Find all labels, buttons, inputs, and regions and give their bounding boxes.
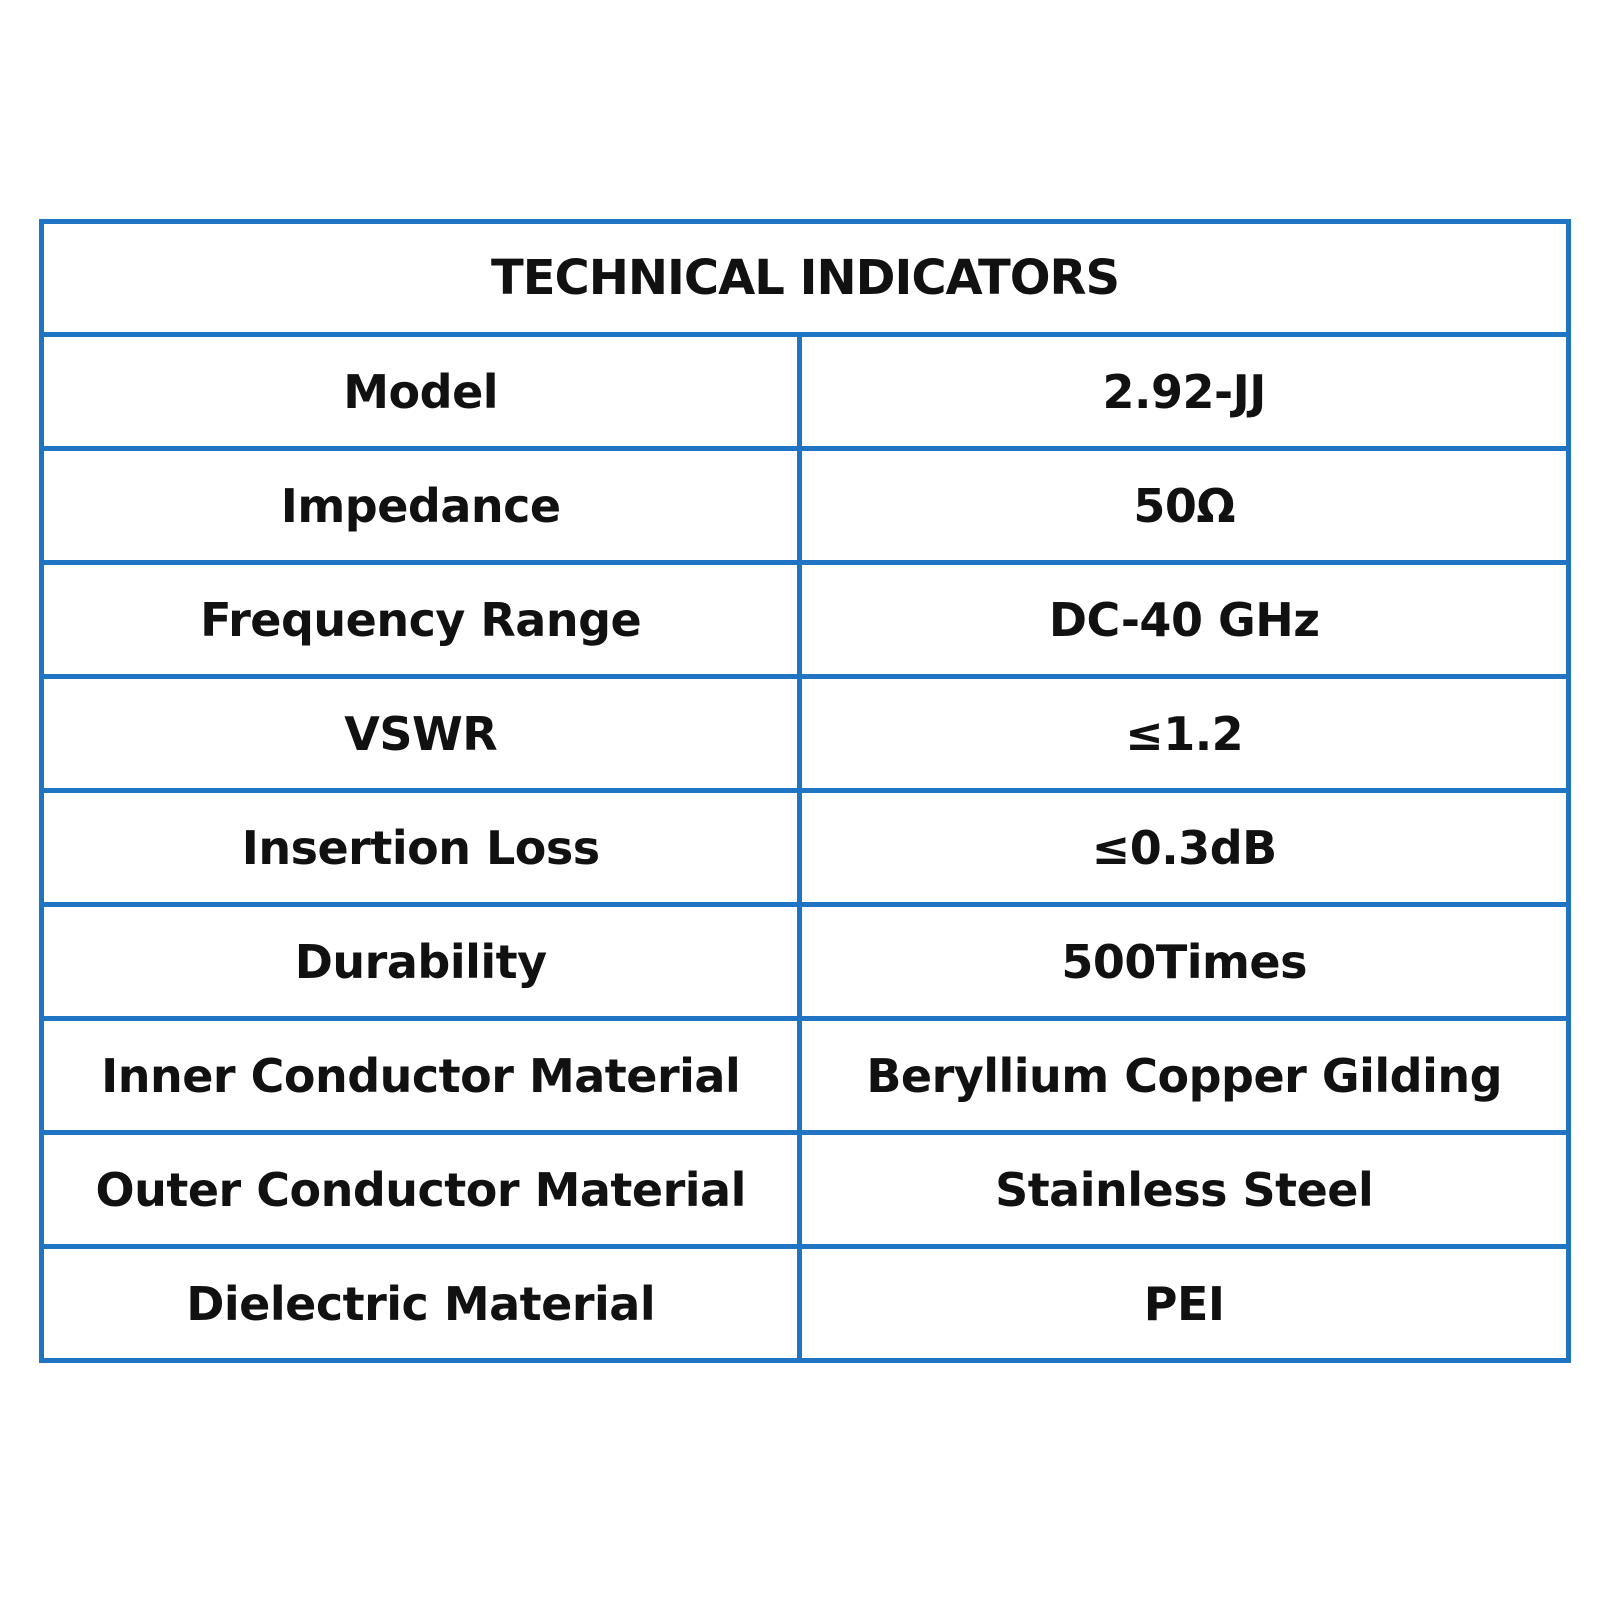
table-row: Insertion Loss ≤0.3dB <box>38 788 1571 907</box>
table-row: Durability 500Times <box>38 902 1571 1021</box>
spec-value: ≤1.2 <box>797 674 1571 793</box>
table-header-row: TECHNICAL INDICATORS <box>39 219 1571 337</box>
spec-value: PEI <box>797 1244 1571 1363</box>
spec-label: Model <box>38 332 803 451</box>
table-row: Model 2.92-JJ <box>38 332 1571 451</box>
spec-value: Stainless Steel <box>797 1130 1571 1249</box>
table-row: Outer Conductor Material Stainless Steel <box>38 1130 1571 1249</box>
spec-value: ≤0.3dB <box>797 788 1571 907</box>
spec-label: Insertion Loss <box>38 788 803 907</box>
spec-value: DC-40 GHz <box>797 560 1571 679</box>
spec-value: Beryllium Copper Gilding <box>797 1016 1571 1135</box>
table-row: Frequency Range DC-40 GHz <box>38 560 1571 679</box>
spec-value: 500Times <box>797 902 1571 1021</box>
spec-label: Inner Conductor Material <box>38 1016 803 1135</box>
table-row: VSWR ≤1.2 <box>38 674 1571 793</box>
table-row: Impedance 50Ω <box>38 446 1571 565</box>
spec-label: Durability <box>38 902 803 1021</box>
spec-value: 50Ω <box>797 446 1571 565</box>
spec-label: Dielectric Material <box>38 1244 803 1363</box>
table-row: Inner Conductor Material Beryllium Coppe… <box>38 1016 1571 1135</box>
technical-indicators-table: TECHNICAL INDICATORS Model 2.92-JJ Imped… <box>38 219 1571 1363</box>
spec-label: Impedance <box>38 446 803 565</box>
table-row: Dielectric Material PEI <box>38 1244 1571 1363</box>
table-title: TECHNICAL INDICATORS <box>39 219 1571 337</box>
spec-label: Outer Conductor Material <box>38 1130 803 1249</box>
spec-label: Frequency Range <box>38 560 803 679</box>
spec-value: 2.92-JJ <box>797 332 1571 451</box>
spec-label: VSWR <box>38 674 803 793</box>
